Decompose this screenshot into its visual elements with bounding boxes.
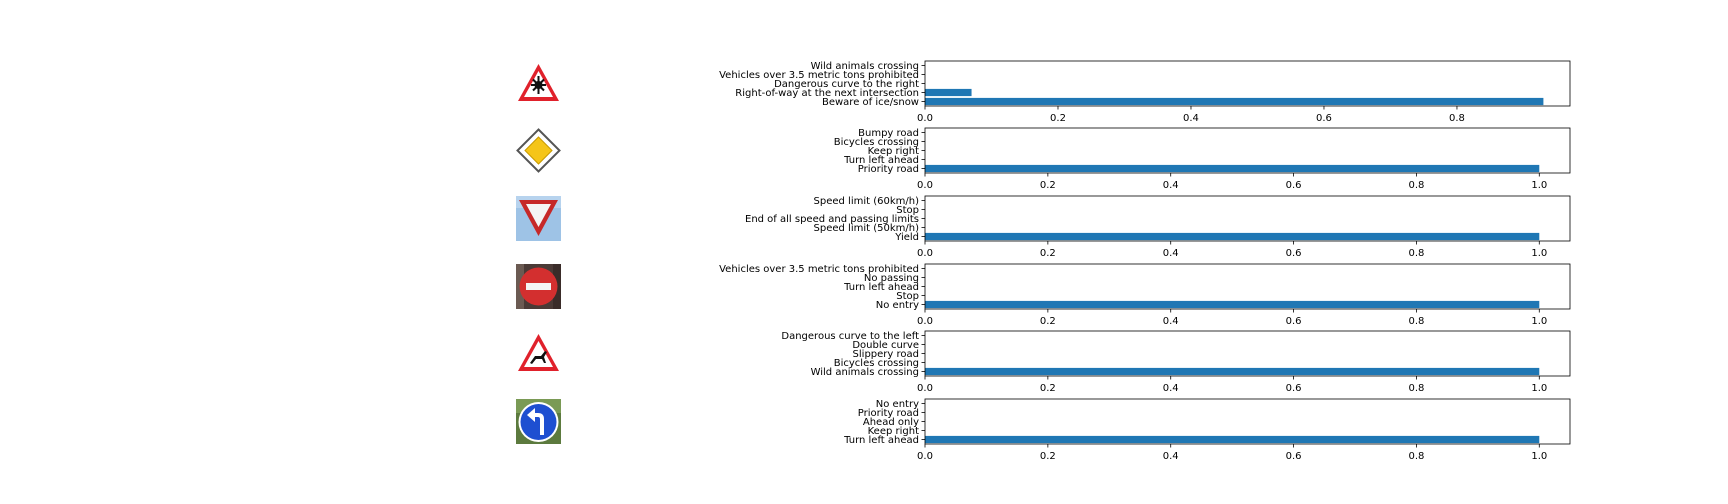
- x-tick-label: 1.0: [1531, 316, 1547, 327]
- category-label: No entry: [876, 300, 919, 311]
- category-label: Keep right: [868, 426, 919, 437]
- category-label: Stop: [896, 205, 919, 216]
- bar: [925, 164, 1540, 173]
- x-tick-label: 0.2: [1040, 248, 1056, 259]
- x-tick-label: 0.8: [1408, 180, 1424, 191]
- axes-frame: [924, 127, 1571, 174]
- axes-frame: [924, 60, 1571, 107]
- x-tick-label: 1.0: [1531, 383, 1547, 394]
- x-tick-label: 0.6: [1286, 180, 1302, 191]
- x-tick-label: 0.6: [1286, 316, 1302, 327]
- x-tick-label: 0.4: [1183, 113, 1199, 124]
- x-tick-label: 0.2: [1050, 113, 1066, 124]
- x-tick-label: 0.6: [1316, 113, 1332, 124]
- x-tick-label: 1.0: [1531, 180, 1547, 191]
- x-tick-label: 0.8: [1449, 113, 1465, 124]
- category-label: Bicycles crossing: [834, 137, 919, 148]
- x-tick-label: 0.4: [1163, 451, 1179, 462]
- category-label: Dangerous curve to the right: [774, 79, 919, 90]
- x-tick-label: 1.0: [1531, 248, 1547, 259]
- category-label: Stop: [896, 291, 919, 302]
- x-tick-label: 0.6: [1286, 248, 1302, 259]
- category-label: Dangerous curve to the left: [781, 331, 919, 342]
- beware-of-ice-snow-sign-icon: [516, 61, 561, 106]
- wild-animals-crossing-sign-icon: [516, 331, 561, 376]
- category-label: Wild animals crossing: [811, 61, 919, 72]
- x-tick-label: 0.2: [1040, 180, 1056, 191]
- category-label: Beware of ice/snow: [822, 97, 919, 108]
- category-label: Priority road: [858, 164, 919, 175]
- x-tick-label: 1.0: [1531, 451, 1547, 462]
- x-tick-label: 0.8: [1408, 451, 1424, 462]
- x-tick-label: 0.4: [1163, 248, 1179, 259]
- x-tick-label: 0.4: [1163, 383, 1179, 394]
- axes-frame: [924, 398, 1571, 445]
- category-label: Speed limit (50km/h): [814, 223, 920, 234]
- category-label: Wild animals crossing: [811, 367, 919, 378]
- category-label: No entry: [876, 399, 919, 410]
- category-label: Right-of-way at the next intersection: [735, 88, 919, 99]
- x-tick-label: 0.6: [1286, 451, 1302, 462]
- axes-frame: [924, 330, 1571, 377]
- category-label: Bicycles crossing: [834, 358, 919, 369]
- x-tick-label: 0.0: [917, 248, 933, 259]
- category-label: No passing: [864, 273, 919, 284]
- category-label: Turn left ahead: [843, 282, 919, 293]
- bar: [925, 97, 1544, 106]
- x-tick-label: 0.8: [1408, 248, 1424, 259]
- category-label: Turn left ahead: [843, 435, 919, 446]
- x-tick-label: 0.0: [917, 383, 933, 394]
- priority-road-sign-icon: [516, 128, 561, 173]
- category-label: Priority road: [858, 408, 919, 419]
- x-tick-label: 0.4: [1163, 316, 1179, 327]
- bar: [925, 300, 1540, 309]
- bar: [925, 367, 1540, 376]
- axes-frame: [924, 263, 1571, 310]
- bar: [925, 435, 1540, 444]
- x-tick-label: 0.0: [917, 451, 933, 462]
- category-label: Vehicles over 3.5 metric tons prohibited: [719, 264, 919, 275]
- bar: [925, 88, 972, 97]
- category-label: Ahead only: [863, 417, 919, 428]
- x-tick-label: 0.2: [1040, 316, 1056, 327]
- category-label: Double curve: [852, 340, 919, 351]
- x-tick-label: 0.0: [917, 180, 933, 191]
- x-tick-label: 0.2: [1040, 451, 1056, 462]
- category-label: Bumpy road: [858, 128, 919, 139]
- category-label: Yield: [894, 232, 919, 243]
- x-tick-label: 0.0: [917, 316, 933, 327]
- x-tick-label: 0.2: [1040, 383, 1056, 394]
- x-tick-label: 0.4: [1163, 180, 1179, 191]
- x-tick-label: 0.0: [917, 113, 933, 124]
- turn-left-ahead-sign-icon: [516, 399, 561, 444]
- no-entry-sign-icon: [516, 264, 561, 309]
- bar: [925, 232, 1540, 241]
- category-label: Speed limit (60km/h): [814, 196, 920, 207]
- axes-frame: [924, 195, 1571, 242]
- category-label: Slippery road: [853, 349, 919, 360]
- x-tick-label: 0.6: [1286, 383, 1302, 394]
- x-tick-label: 0.8: [1408, 383, 1424, 394]
- category-label: Vehicles over 3.5 metric tons prohibited: [719, 70, 919, 81]
- category-label: Keep right: [868, 146, 919, 157]
- x-tick-label: 0.8: [1408, 316, 1424, 327]
- category-label: Turn left ahead: [843, 155, 919, 166]
- category-label: End of all speed and passing limits: [745, 214, 919, 225]
- yield-sign-icon: [516, 196, 561, 241]
